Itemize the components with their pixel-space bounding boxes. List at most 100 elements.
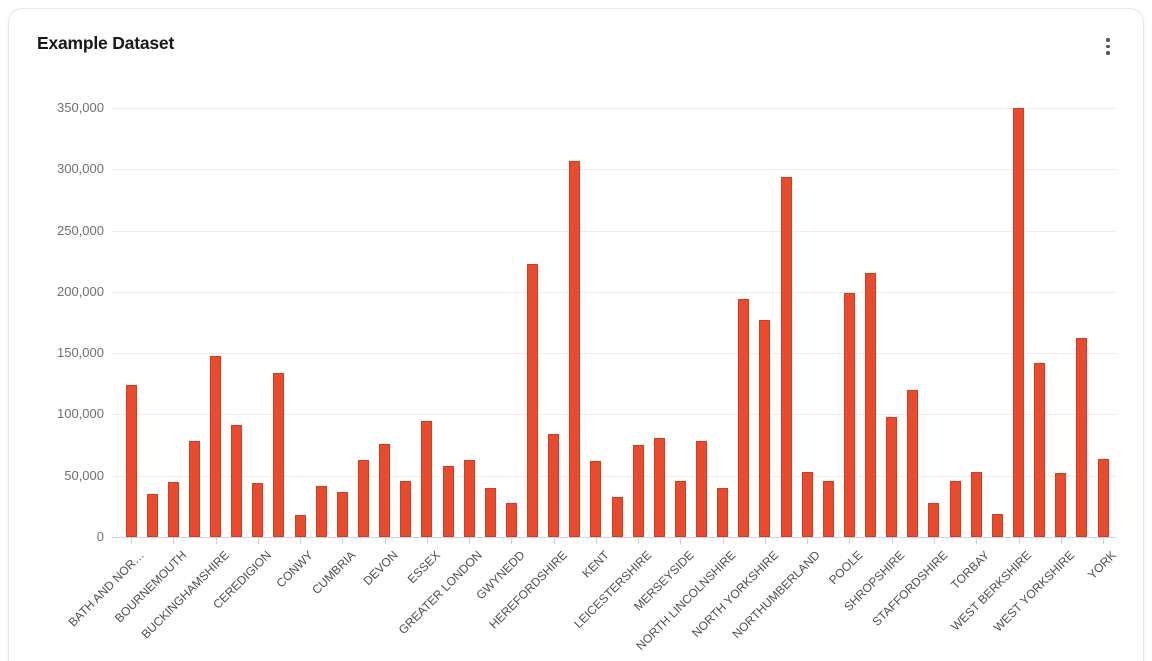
x-axis-tick [257,538,259,544]
bar[interactable] [548,434,560,537]
grid-line [112,475,1116,477]
bar[interactable] [611,496,623,537]
bar[interactable] [336,491,348,537]
x-axis-label: WEST YORKSHIRE [990,548,1077,635]
bar[interactable] [167,481,179,537]
bar[interactable] [674,480,686,537]
x-axis-tick [1018,538,1020,544]
x-axis-tick [764,538,766,544]
bar[interactable] [843,293,855,537]
bar[interactable] [590,461,602,537]
bar[interactable] [1097,458,1109,537]
x-axis-tick [553,538,555,544]
bar[interactable] [696,441,708,537]
y-axis-label: 0 [96,529,104,544]
x-axis-tick [933,538,935,544]
y-axis-label: 300,000 [57,161,104,177]
bar[interactable] [1034,362,1046,537]
x-axis-label: BATH AND NOR… [65,548,147,630]
bar[interactable] [188,441,200,537]
grid-line [112,108,1116,109]
x-axis-tick [1103,538,1105,544]
y-axis-label: 250,000 [57,222,104,238]
bar[interactable] [505,502,517,537]
x-axis-tick [722,538,724,544]
bar[interactable] [928,502,940,537]
bar[interactable] [146,494,158,537]
x-axis-label: WEST BERKSHIRE [948,548,1035,634]
x-axis-label: BOURNEMOUTH [111,548,190,626]
x-axis-tick [849,538,851,544]
bar[interactable] [231,425,243,537]
bar[interactable] [569,160,581,537]
bar[interactable] [442,465,454,537]
bar[interactable] [653,437,665,537]
x-axis-tick [807,538,809,544]
x-axis-label: KENT [579,548,612,581]
x-axis-tick [638,538,640,544]
bar[interactable] [886,416,898,537]
x-axis-tick [173,538,175,544]
x-axis-tick [595,538,597,544]
bar[interactable] [717,487,729,537]
x-axis-label: CUMBRIA [309,548,359,598]
x-axis-label: HEREFORDSHIRE [486,548,570,632]
x-axis-tick [384,538,386,544]
bar[interactable] [949,480,961,537]
bar[interactable] [379,443,391,537]
y-axis-label: 350,000 [57,100,104,115]
grid-line [112,230,1116,232]
grid-line [112,291,1116,293]
chart-card: Example Dataset 0 50,000 100,000 150,000 200… [8,8,1144,661]
x-axis-label: ESSEX [404,548,443,587]
x-axis-tick [215,538,217,544]
grid-line [112,414,1116,416]
bar[interactable] [125,385,137,537]
bar[interactable] [484,487,496,537]
x-axis-tick [891,538,893,544]
bar[interactable] [759,320,771,537]
x-axis-tick [131,538,133,544]
bar[interactable] [865,273,877,537]
bar[interactable] [463,459,475,537]
bar[interactable] [780,176,792,537]
kebab-menu-icon[interactable] [1101,35,1115,58]
bar[interactable] [294,514,306,537]
bar[interactable] [801,472,813,537]
x-axis-tick [300,538,302,544]
x-axis-label: POOLE [826,548,866,588]
bar[interactable] [1076,338,1088,537]
x-axis-label: STAFFORDSHIRE [868,548,950,629]
y-axis-label: 100,000 [57,406,104,422]
grid-line [112,353,1116,355]
x-axis-tick [680,538,682,544]
x-axis-label: DEVON [360,548,401,589]
bar[interactable] [991,513,1003,537]
grid-line [112,169,1116,171]
x-axis-line [112,537,1116,538]
x-axis-tick [469,538,471,544]
x-axis-tick [426,538,428,544]
kebab-dot [1106,44,1110,48]
bar[interactable] [1055,473,1067,537]
bar[interactable] [357,459,369,537]
bar[interactable] [315,485,327,537]
bar[interactable] [252,483,264,537]
kebab-dot [1106,38,1110,42]
bar[interactable] [907,389,919,537]
bar[interactable] [421,420,433,537]
x-axis-tick [976,538,978,544]
x-axis-tick [342,538,344,544]
bar[interactable] [822,480,834,537]
bar[interactable] [210,355,222,537]
bar[interactable] [273,372,285,537]
bar[interactable] [632,445,644,537]
x-axis-label: YORK [1084,548,1119,582]
bar[interactable] [970,472,982,537]
bar[interactable] [527,263,539,537]
bar[interactable] [1013,108,1025,537]
chart-title: Example Dataset [37,33,175,53]
x-axis-tick [511,538,513,544]
bar[interactable] [400,480,412,537]
bar[interactable] [738,299,750,537]
